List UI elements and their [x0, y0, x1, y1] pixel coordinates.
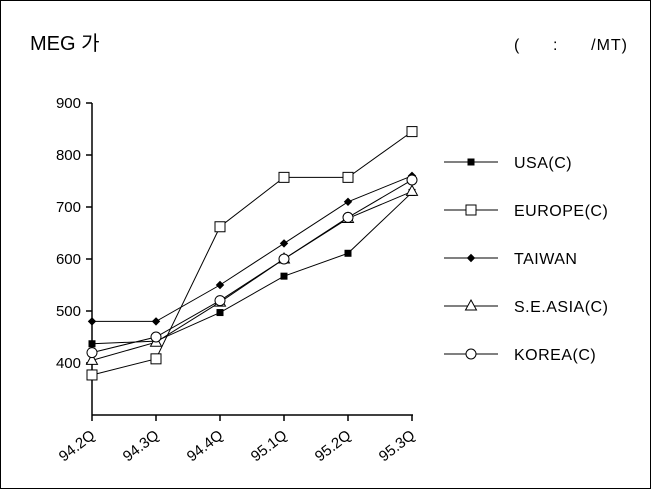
data-point-taiwan — [343, 197, 353, 207]
series-line-usa-c — [91, 192, 413, 345]
legend-marker-usa-c — [467, 158, 475, 166]
data-point-korea-c — [86, 347, 98, 359]
legend-marker-s-e-asia-c — [464, 298, 478, 311]
data-point-europe-c — [406, 126, 418, 138]
data-point-europe-c — [278, 171, 290, 183]
data-point-usa-c — [216, 309, 224, 317]
data-point-europe-c — [150, 353, 162, 365]
chart-title: MEG 가 — [30, 32, 100, 55]
data-point-usa-c — [344, 249, 352, 257]
series-line-europe-c — [91, 131, 413, 376]
data-point-taiwan — [215, 280, 225, 290]
y-tick-label: 800 — [56, 147, 81, 164]
data-point-s-e-asia-c — [85, 353, 99, 365]
legend-label-taiwan: TAIWAN — [514, 251, 577, 268]
legend-label-usa-c: USA(C) — [514, 155, 572, 172]
data-point-europe-c — [214, 221, 226, 233]
series-line-korea-c — [91, 179, 413, 354]
unit-label: ( : /MT) — [514, 37, 628, 54]
legend-label-europe-c: EUROPE(C) — [514, 203, 608, 220]
y-tick-label: 700 — [56, 199, 81, 216]
legend-label-s-e-asia-c: S.E.ASIA(C) — [514, 299, 608, 316]
data-point-korea-c — [342, 211, 354, 223]
data-point-europe-c — [342, 171, 354, 183]
y-tick-label: 600 — [56, 251, 81, 268]
series-line-taiwan — [92, 175, 413, 322]
data-point-europe-c — [86, 369, 98, 381]
legend-marker-europe-c — [465, 204, 477, 216]
data-point-s-e-asia-c — [405, 184, 419, 196]
legend-marker-taiwan — [466, 253, 476, 263]
series-line-s-e-asia-c — [91, 190, 413, 361]
data-point-korea-c — [406, 174, 418, 186]
data-point-taiwan — [87, 317, 97, 326]
y-tick-label: 500 — [56, 303, 81, 320]
data-point-korea-c — [150, 331, 162, 343]
data-point-taiwan — [279, 239, 289, 248]
data-point-korea-c — [278, 253, 290, 265]
legend-marker-korea-c — [465, 348, 477, 360]
data-point-usa-c — [280, 272, 288, 280]
y-tick-label: 900 — [56, 95, 81, 112]
legend-label-korea-c: KOREA(C) — [514, 347, 596, 364]
data-point-korea-c — [214, 295, 226, 307]
data-point-taiwan — [151, 317, 161, 326]
data-point-usa-c — [88, 340, 96, 348]
y-tick-label: 400 — [56, 355, 81, 372]
